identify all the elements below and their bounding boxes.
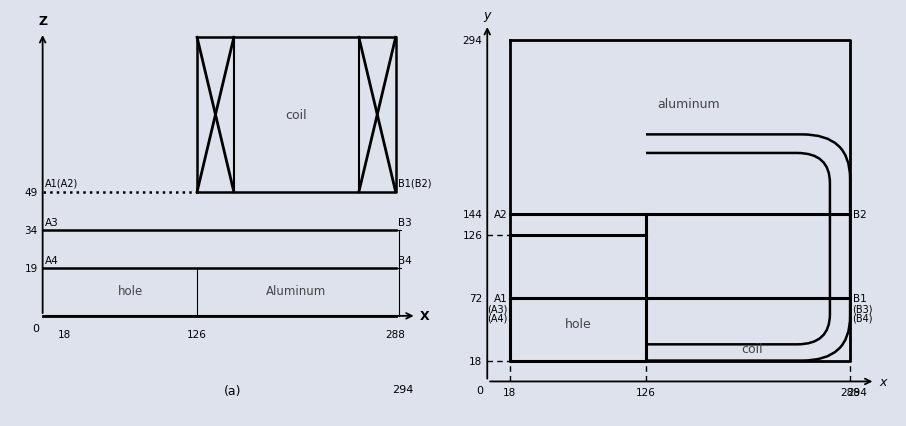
Text: aluminum: aluminum	[658, 98, 720, 110]
Text: 19: 19	[24, 263, 38, 273]
Text: 288: 288	[840, 387, 860, 397]
Text: (A4): (A4)	[487, 313, 507, 323]
Text: B1: B1	[853, 293, 866, 303]
Text: 18: 18	[58, 329, 72, 339]
Text: B2: B2	[853, 210, 866, 220]
Text: 34: 34	[24, 225, 38, 235]
Text: (a): (a)	[224, 384, 241, 397]
Text: X: X	[420, 310, 429, 322]
Text: 72: 72	[469, 293, 482, 303]
Text: coil: coil	[285, 109, 307, 122]
Text: 294: 294	[462, 36, 482, 46]
Text: 18: 18	[469, 356, 482, 366]
Text: A2: A2	[494, 210, 507, 220]
Text: (A3): (A3)	[487, 304, 507, 314]
Text: 49: 49	[24, 187, 38, 197]
Text: 144: 144	[462, 210, 482, 220]
Text: A4: A4	[45, 256, 59, 265]
Text: 288: 288	[386, 329, 406, 339]
Text: 126: 126	[188, 329, 207, 339]
Text: y: y	[484, 9, 491, 22]
Text: 294: 294	[848, 387, 868, 397]
Text: A1: A1	[494, 293, 507, 303]
Text: (B4): (B4)	[853, 313, 873, 323]
Text: x: x	[879, 375, 886, 388]
Text: 294: 294	[392, 384, 414, 394]
Text: B3: B3	[398, 218, 412, 227]
Text: B1(B2): B1(B2)	[398, 178, 431, 189]
Text: 0: 0	[32, 324, 39, 334]
Text: A1(A2): A1(A2)	[45, 178, 78, 189]
Text: Aluminum: Aluminum	[266, 285, 326, 297]
Text: hole: hole	[564, 317, 592, 330]
Text: (B3): (B3)	[853, 304, 873, 314]
Text: B4: B4	[398, 256, 412, 265]
Text: A3: A3	[45, 218, 59, 227]
Text: 126: 126	[462, 231, 482, 241]
Text: 0: 0	[477, 385, 484, 395]
Text: hole: hole	[119, 285, 143, 297]
Text: 126: 126	[636, 387, 656, 397]
Text: coil: coil	[741, 343, 763, 356]
Text: Z: Z	[38, 15, 47, 28]
Text: 18: 18	[504, 387, 516, 397]
